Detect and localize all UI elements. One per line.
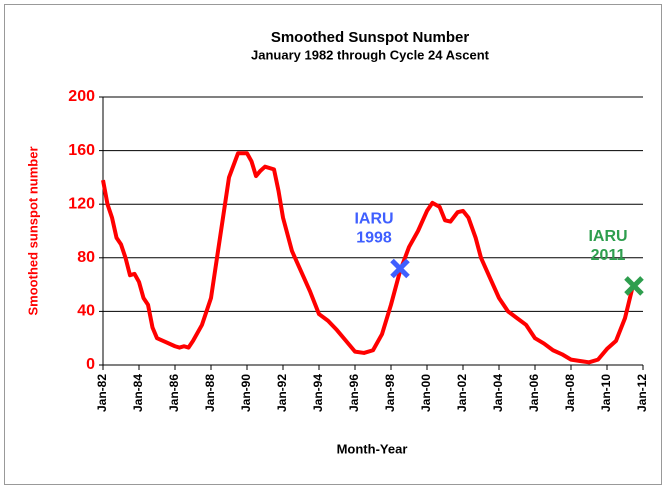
x-tick-label: Jan-02 [455,374,469,412]
x-tick-label: Jan-12 [635,374,649,412]
x-tick-label: Jan-82 [95,374,109,412]
chart-subtitle: January 1982 through Cycle 24 Ascent [251,47,490,62]
event-marker [390,258,410,279]
event-marker [624,276,644,296]
y-axis-label: Smoothed sunspot number [25,147,40,316]
x-tick-label: Jan-96 [347,374,361,412]
y-tick-label: 160 [68,142,95,159]
y-tick-label: 200 [68,88,95,105]
x-tick-label: Jan-04 [491,374,505,412]
x-tick-label: Jan-84 [131,374,145,412]
y-tick-label: 40 [77,303,95,320]
x-tick-label: Jan-00 [419,374,433,412]
event-label: 1998 [356,230,392,247]
x-tick-label: Jan-06 [527,374,541,412]
y-tick-label: 80 [77,249,95,266]
x-tick-label: Jan-88 [203,374,217,412]
x-axis-label: Month-Year [337,441,408,456]
x-tick-label: Jan-92 [275,374,289,412]
chart-frame [4,4,662,485]
event-label: IARU [354,211,393,228]
y-tick-label: 120 [68,195,95,212]
x-tick-label: Jan-86 [167,374,181,412]
x-tick-label: Jan-10 [599,374,613,412]
chart-title: Smoothed Sunspot Number [271,29,469,46]
event-label: 2011 [591,247,626,264]
y-tick-label: 0 [86,356,95,373]
sunspot-line [101,151,635,365]
x-tick-label: Jan-98 [383,374,397,412]
event-label: IARU [588,228,627,245]
x-tick-label: Jan-08 [563,374,577,412]
x-tick-label: Jan-90 [239,374,253,412]
x-tick-label: Jan-94 [311,374,325,412]
